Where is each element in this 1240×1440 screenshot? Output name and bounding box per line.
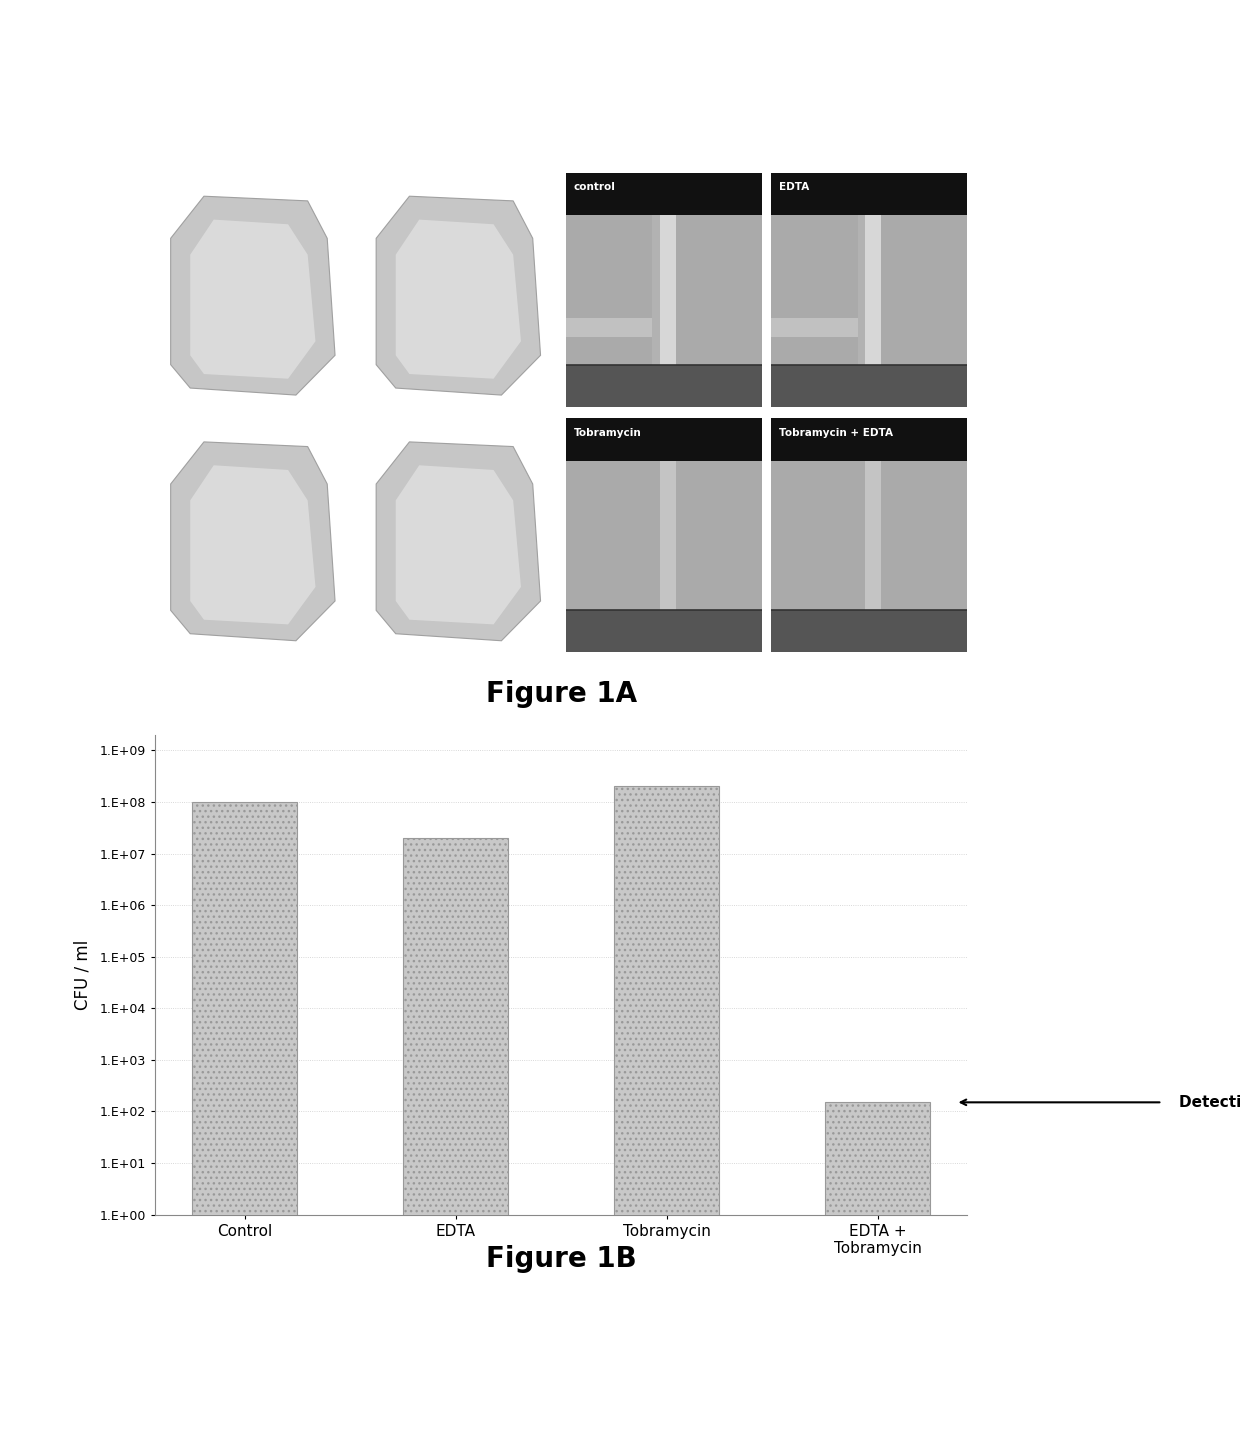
Text: Figure 1B: Figure 1B [486,1244,636,1273]
Bar [771,173,967,215]
Bar [565,611,761,652]
Bar [565,215,761,364]
Bar [652,215,660,364]
Text: Figure 1A: Figure 1A [486,680,636,707]
Polygon shape [190,219,315,379]
Polygon shape [171,196,335,395]
Bar [771,419,967,461]
Text: EDTA: EDTA [779,181,810,192]
Bar [660,215,676,364]
Bar [771,318,858,337]
Polygon shape [171,442,335,641]
Bar [403,838,508,1440]
Text: EDTA: EDTA [368,181,398,192]
Polygon shape [396,465,521,625]
Text: control: control [574,181,616,192]
Bar [565,419,761,461]
Bar [771,364,967,406]
Polygon shape [376,196,541,395]
Bar [825,1103,930,1440]
Text: Tobramycin: Tobramycin [162,428,231,438]
Polygon shape [376,442,541,641]
Bar [858,215,866,364]
Bar [565,318,652,337]
Text: Tobramycin + EDTA: Tobramycin + EDTA [779,428,893,438]
Text: Tobramycin + EDTA: Tobramycin + EDTA [368,428,482,438]
Y-axis label: CFU / ml: CFU / ml [73,940,92,1009]
Bar [614,786,719,1440]
Text: Detection limit: Detection limit [1179,1094,1240,1110]
Bar [660,461,676,611]
Bar [192,802,298,1440]
Bar [565,461,761,611]
Bar [771,215,967,364]
Bar [771,611,967,652]
Bar [866,461,882,611]
Bar [565,364,761,406]
Bar [771,461,967,611]
Text: control: control [162,181,205,192]
Text: Tobramycin: Tobramycin [574,428,641,438]
Polygon shape [396,219,521,379]
Bar [866,215,882,364]
Polygon shape [190,465,315,625]
Bar [565,173,761,215]
